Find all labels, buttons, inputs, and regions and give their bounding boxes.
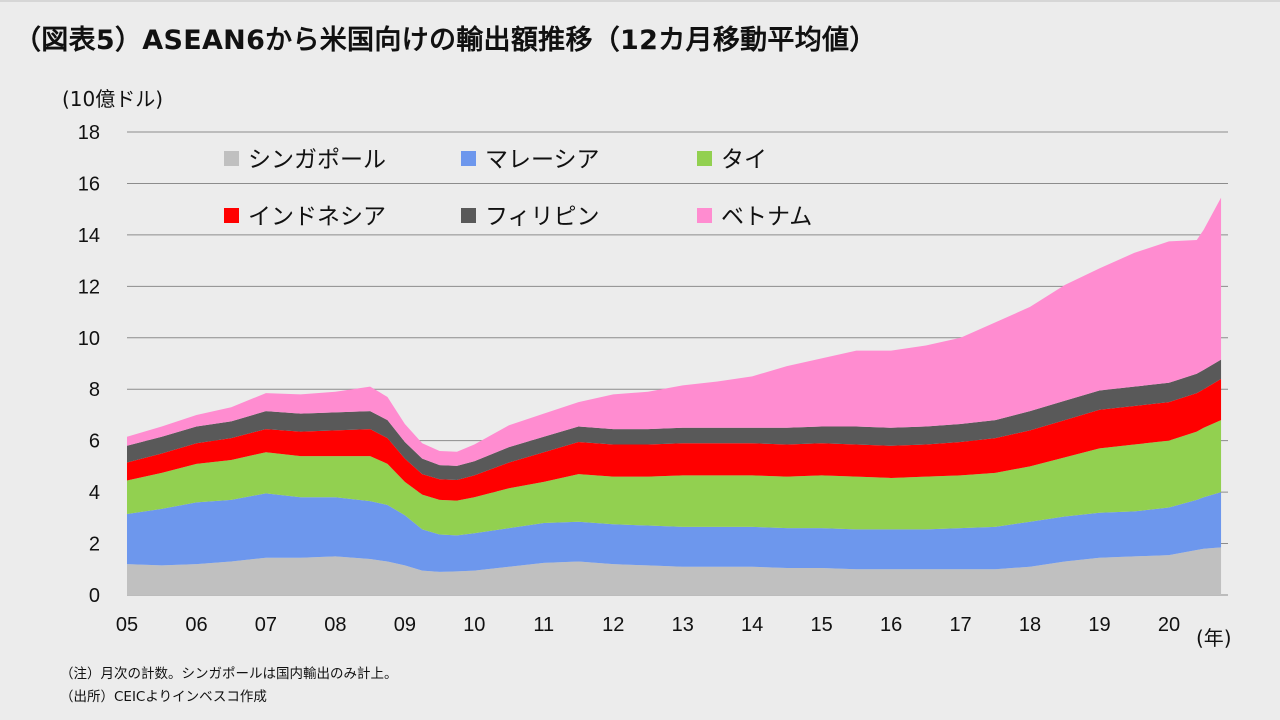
- legend-swatch: [461, 151, 476, 166]
- y-tick-label: 2: [89, 534, 100, 556]
- top-rule: [0, 0, 1280, 2]
- x-tick-label: 08: [324, 614, 346, 636]
- x-tick-label: 12: [602, 614, 624, 636]
- x-tick-label: 15: [811, 614, 833, 636]
- y-tick-label: 6: [89, 431, 100, 453]
- y-tick-label: 12: [78, 276, 100, 298]
- legend-label: シンガポール: [248, 147, 386, 173]
- x-tick-label: 09: [394, 614, 416, 636]
- legend-label: ベトナム: [721, 204, 812, 230]
- x-tick-label: 19: [1088, 614, 1110, 636]
- legend-swatch: [224, 151, 239, 166]
- x-tick-label: 06: [185, 614, 207, 636]
- area-series: [127, 547, 1222, 595]
- source-note: （出所）CEICよりインベスコ作成: [60, 689, 267, 705]
- legend-label: タイ: [721, 147, 767, 173]
- y-tick-label: 8: [89, 379, 100, 401]
- area-series: [127, 359, 1222, 481]
- legend-label: フィリピン: [485, 204, 600, 230]
- area-series: [127, 378, 1222, 501]
- x-tick-label: 16: [880, 614, 902, 636]
- x-unit-label: (年): [1196, 626, 1232, 650]
- x-tick-label: 11: [533, 614, 554, 636]
- x-tick-label: 20: [1158, 614, 1180, 636]
- area-series: [127, 492, 1222, 572]
- x-tick-label: 17: [949, 614, 971, 636]
- y-tick-label: 0: [89, 585, 100, 607]
- legend-label: マレーシア: [485, 147, 600, 173]
- footnote: （注）月次の計数。シンガポールは国内輸出のみ計上。: [60, 666, 398, 682]
- x-tick-label: 10: [463, 614, 485, 636]
- y-tick-label: 10: [78, 328, 100, 350]
- x-tick-label: 14: [741, 614, 763, 636]
- y-tick-label: 4: [89, 482, 100, 504]
- legend-swatch: [697, 208, 712, 223]
- x-tick-label: 13: [672, 614, 694, 636]
- x-tick-label: 18: [1019, 614, 1041, 636]
- legend-swatch: [697, 151, 712, 166]
- y-tick-label: 18: [78, 122, 100, 144]
- legend-label: インドネシア: [248, 204, 386, 230]
- x-tick-label: 05: [116, 614, 138, 636]
- x-tick-label: 07: [255, 614, 277, 636]
- legend-swatch: [461, 208, 476, 223]
- y-tick-label: 14: [78, 225, 100, 247]
- y-tick-label: 16: [78, 173, 100, 195]
- area-series: [127, 197, 1222, 466]
- legend-swatch: [224, 208, 239, 223]
- page-title: （図表5）ASEAN6から米国向けの輸出額推移（12カ月移動平均値）: [14, 25, 877, 56]
- area-series: [127, 420, 1222, 536]
- y-unit-label: (10億ドル): [62, 87, 163, 111]
